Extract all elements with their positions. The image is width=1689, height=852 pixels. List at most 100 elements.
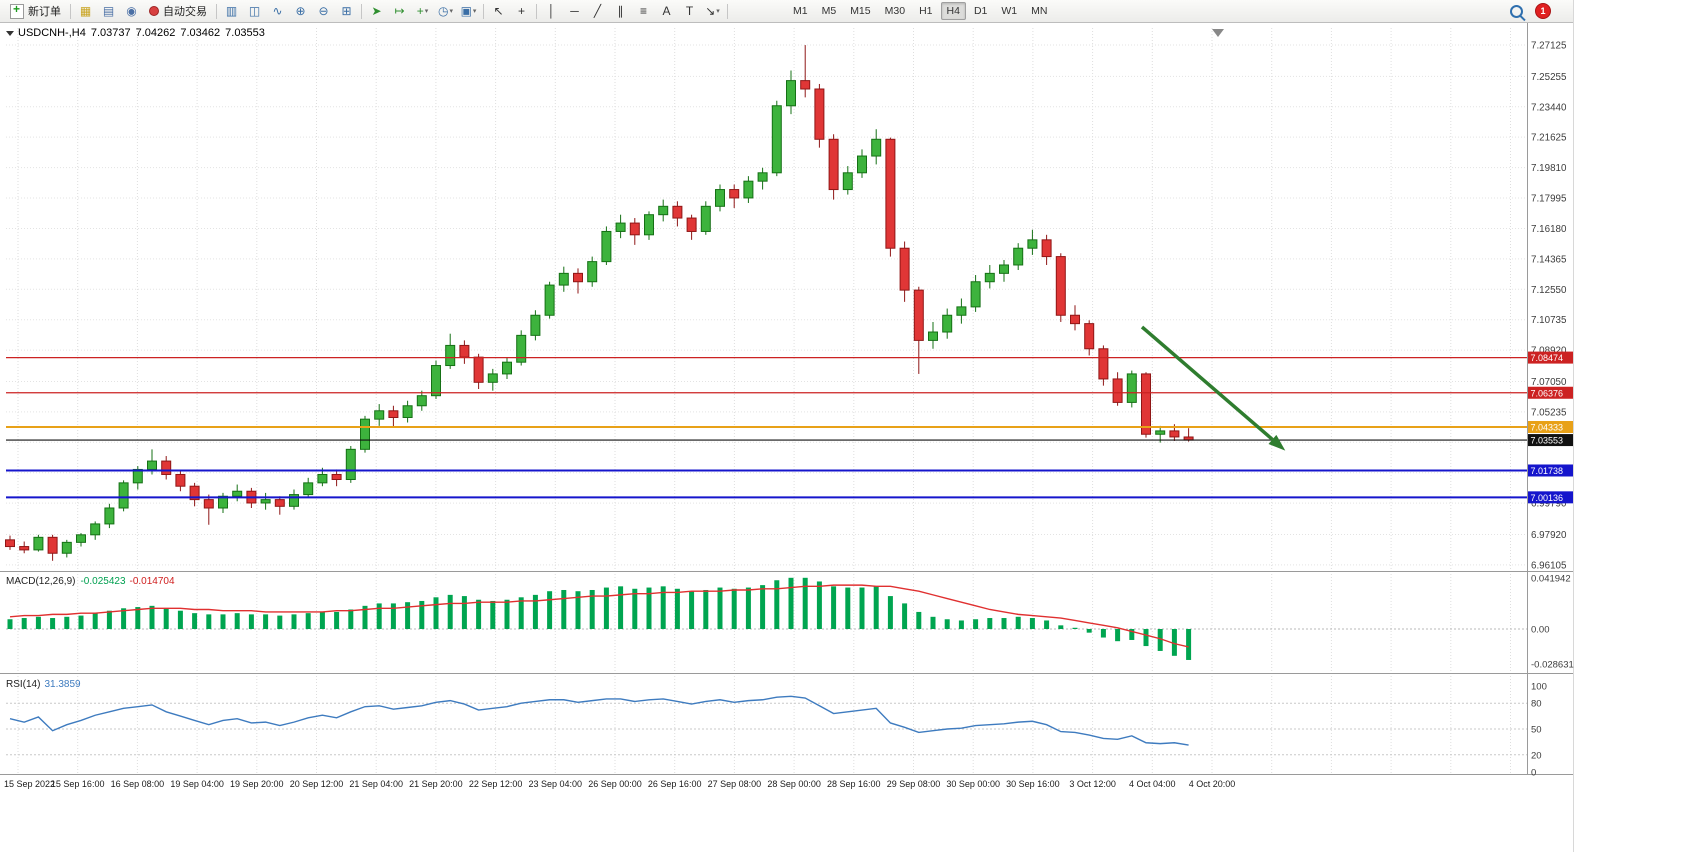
macd-bar xyxy=(760,585,766,629)
auto-scroll-icon[interactable]: ➤ xyxy=(371,3,382,18)
candle xyxy=(871,129,882,165)
svg-text:80: 80 xyxy=(1531,699,1542,710)
hline-7.01738[interactable]: 7.01738 xyxy=(6,464,1573,477)
horizontal-line-icon[interactable]: ─ xyxy=(570,3,579,18)
market-watch-icon[interactable]: ▤ xyxy=(102,3,115,18)
timeframe-m1[interactable]: M1 xyxy=(793,5,808,17)
crosshair-icon[interactable]: + xyxy=(517,3,525,18)
hline-7.00136[interactable]: 7.00136 xyxy=(6,491,1573,504)
macd-bar xyxy=(135,607,141,629)
hline-7.04333[interactable]: 7.04333 xyxy=(6,420,1573,433)
trendline-icon[interactable]: ╱ xyxy=(593,3,602,18)
macd-bar xyxy=(1072,627,1078,629)
timeframe-h4[interactable]: H4 xyxy=(940,2,966,20)
price-axis[interactable]: 7.27125 7.25255 7.23440 7.21625 7.19810 7.179… xyxy=(1531,41,1567,572)
profiles-icon[interactable]: ▦ xyxy=(79,3,92,18)
candle xyxy=(686,214,697,240)
vertical-line-icon[interactable]: │ xyxy=(547,3,556,18)
timeframe-mn[interactable]: MN xyxy=(1031,5,1048,17)
macd-bar xyxy=(589,589,595,629)
line-chart-icon[interactable]: ∿ xyxy=(272,3,283,18)
chart-menu-caret-icon[interactable] xyxy=(6,31,14,36)
equidistant-channel-icon[interactable]: ∥ xyxy=(617,3,624,18)
hline-7.06376[interactable]: 7.06376 xyxy=(6,386,1573,399)
timeframe-h1[interactable]: H1 xyxy=(919,5,933,17)
bar-chart-icon[interactable]: ▥ xyxy=(225,3,238,18)
svg-text:-0.028631: -0.028631 xyxy=(1531,659,1574,670)
timeframe-w1[interactable]: W1 xyxy=(1001,5,1018,17)
cursor-icon[interactable]: ↖ xyxy=(493,3,504,18)
candle xyxy=(331,469,342,487)
toolbar-separator xyxy=(361,3,362,19)
new-chart-button[interactable]: + ▾ xyxy=(416,3,429,18)
period-button[interactable]: ◷ ▾ xyxy=(438,3,453,18)
candle xyxy=(487,368,498,391)
svg-text:7.19810: 7.19810 xyxy=(1531,163,1567,174)
trend-arrow-annotation[interactable] xyxy=(1140,325,1286,451)
tile-windows-icon[interactable]: ⊞ xyxy=(341,3,352,18)
svg-text:28 Sep 00:00: 28 Sep 00:00 xyxy=(767,779,821,789)
search-icon[interactable] xyxy=(1510,4,1523,18)
svg-text:28 Sep 16:00: 28 Sep 16:00 xyxy=(827,779,881,789)
candle xyxy=(289,489,299,510)
svg-text:29 Sep 08:00: 29 Sep 08:00 xyxy=(887,779,941,789)
macd-bar xyxy=(149,605,155,629)
timeframe-d1[interactable]: D1 xyxy=(973,5,988,17)
autotrading-button[interactable]: 自动交易 xyxy=(143,1,213,22)
svg-text:15 Sep 2022: 15 Sep 2022 xyxy=(4,779,55,789)
candle xyxy=(303,477,314,498)
svg-text:20: 20 xyxy=(1531,750,1542,761)
macd-bar xyxy=(547,591,553,629)
dropdown-caret-icon: ▾ xyxy=(472,8,477,15)
chart-canvas[interactable]: 7.27125 7.25255 7.23440 7.21625 7.19810 7.179… xyxy=(0,0,1574,852)
candle xyxy=(502,357,512,379)
macd-bar xyxy=(291,614,297,629)
chart-shift-marker[interactable] xyxy=(1212,29,1224,37)
templates-button[interactable]: ▣ ▾ xyxy=(460,3,477,18)
timeframe-m15[interactable]: M15 xyxy=(850,5,871,17)
macd-bar xyxy=(717,587,723,629)
text-label-icon[interactable]: T xyxy=(685,3,694,18)
candle xyxy=(530,310,541,341)
chart-shift-icon[interactable]: ↦ xyxy=(394,3,405,18)
hline-7.03553[interactable]: 7.03553 xyxy=(6,434,1573,447)
candle xyxy=(629,218,640,245)
dropdown-caret-icon: ▾ xyxy=(716,8,720,15)
candle xyxy=(928,321,938,349)
macd-bar xyxy=(447,594,453,629)
new-order-button[interactable]: 新订单 xyxy=(4,1,67,22)
fibonacci-icon[interactable]: ≡ xyxy=(639,3,647,18)
svg-text:6.97920: 6.97920 xyxy=(1531,530,1567,541)
svg-text:7.12550: 7.12550 xyxy=(1531,285,1567,296)
svg-text:27 Sep 08:00: 27 Sep 08:00 xyxy=(708,779,762,789)
macd-bar xyxy=(7,619,13,629)
macd-bar xyxy=(405,602,411,629)
candle xyxy=(416,390,427,411)
rsi-axis[interactable]: 100 80 50 20 0 xyxy=(1531,682,1547,779)
zoom-out-icon[interactable]: ⊖ xyxy=(318,3,329,18)
svg-text:7.08474: 7.08474 xyxy=(1531,353,1564,363)
macd-bar xyxy=(419,600,425,629)
hlines-layer: 7.08474 7.06376 7.04333 7.03553 7.01738 7.001… xyxy=(6,351,1573,504)
macd-axis[interactable]: 0.041942 0.00 -0.028631 xyxy=(1531,573,1574,670)
svg-text:0: 0 xyxy=(1531,768,1536,779)
macd-bar xyxy=(334,611,340,629)
hline-7.08474[interactable]: 7.08474 xyxy=(6,351,1573,364)
candle xyxy=(558,266,569,292)
candle xyxy=(402,400,413,423)
notification-badge[interactable]: 1 xyxy=(1535,3,1551,19)
candle xyxy=(218,492,228,514)
svg-text:7.23440: 7.23440 xyxy=(1531,102,1567,113)
arrows-icon[interactable]: ↘ ▾ xyxy=(705,3,720,18)
text-icon[interactable]: A xyxy=(662,3,671,18)
candle xyxy=(1027,229,1038,255)
timeframe-m30[interactable]: M30 xyxy=(884,5,906,17)
candle xyxy=(1070,305,1080,331)
zoom-in-icon[interactable]: ⊕ xyxy=(295,3,306,18)
signals-icon[interactable]: ◉ xyxy=(126,3,137,18)
macd-bar xyxy=(277,615,283,629)
rsi-line xyxy=(9,695,1189,746)
timeframe-m5[interactable]: M5 xyxy=(821,5,837,17)
candlestick-chart-icon[interactable]: ◫ xyxy=(248,3,261,18)
